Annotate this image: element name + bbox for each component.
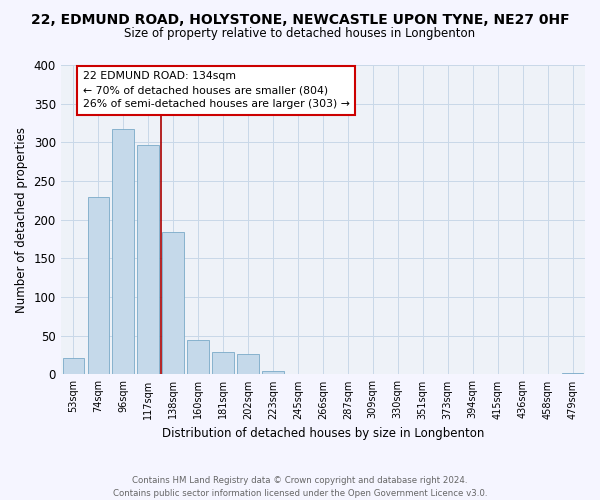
Bar — [187, 340, 209, 374]
Bar — [62, 358, 84, 374]
Bar — [562, 373, 583, 374]
Text: 22 EDMUND ROAD: 134sqm
← 70% of detached houses are smaller (804)
26% of semi-de: 22 EDMUND ROAD: 134sqm ← 70% of detached… — [83, 71, 350, 109]
Bar — [262, 372, 284, 374]
Bar — [137, 146, 158, 374]
X-axis label: Distribution of detached houses by size in Longbenton: Distribution of detached houses by size … — [161, 427, 484, 440]
Text: Size of property relative to detached houses in Longbenton: Size of property relative to detached ho… — [124, 28, 476, 40]
Y-axis label: Number of detached properties: Number of detached properties — [15, 126, 28, 312]
Bar — [212, 352, 233, 374]
Text: Contains HM Land Registry data © Crown copyright and database right 2024.
Contai: Contains HM Land Registry data © Crown c… — [113, 476, 487, 498]
Bar — [88, 196, 109, 374]
Bar — [238, 354, 259, 374]
Text: 22, EDMUND ROAD, HOLYSTONE, NEWCASTLE UPON TYNE, NE27 0HF: 22, EDMUND ROAD, HOLYSTONE, NEWCASTLE UP… — [31, 12, 569, 26]
Bar — [163, 232, 184, 374]
Bar — [112, 129, 134, 374]
